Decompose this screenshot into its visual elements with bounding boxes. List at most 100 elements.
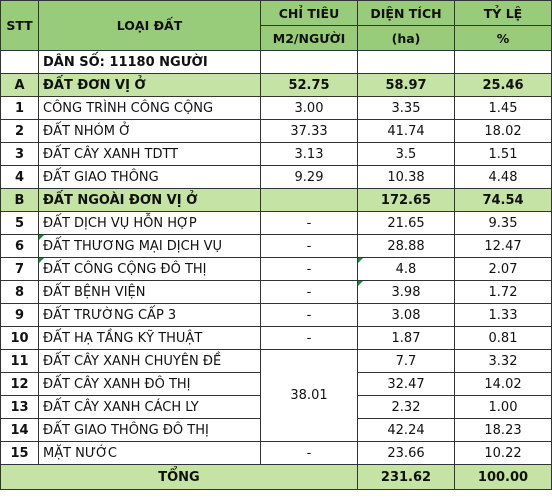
row-stt: 2 (0, 119, 39, 143)
row-ratio: 1.72 (454, 280, 552, 304)
row-ratio: 1.33 (454, 303, 552, 327)
row-ratio: 9.35 (454, 211, 552, 235)
row-quota: 9.29 (260, 165, 358, 189)
row-name: ĐẤT BỆNH VIỆN (38, 280, 261, 304)
group-name: ĐẤT NGOÀI ĐƠN VỊ Ở (38, 188, 261, 212)
row-quota: - (260, 257, 358, 281)
row-name: ĐẤT CÂY XANH CHUYÊN ĐỀ (38, 349, 261, 373)
row-ratio: 0.81 (454, 326, 552, 350)
row-quota: - (260, 441, 358, 465)
row-area: 4.8 (357, 257, 455, 281)
row-area: 28.88 (357, 234, 455, 258)
row-stt: 15 (0, 441, 39, 465)
table-row: 9 ĐẤT TRƯỜNG CẤP 3 - 3.08 1.33 (0, 303, 552, 327)
land-use-table: STT LOẠI ĐẤT CHỈ TIÊU DIỆN TÍCH TỶ LỆ M2… (0, 0, 552, 490)
header-area-line2: (ha) (357, 25, 455, 51)
row-stt: 10 (0, 326, 39, 350)
row-quota: 37.33 (260, 119, 358, 143)
population-label: DÂN SỐ: 11180 NGƯỜI (38, 50, 261, 74)
row-stt: 8 (0, 280, 39, 304)
group-area: 58.97 (357, 73, 455, 97)
group-name: ĐẤT ĐƠN VỊ Ở (38, 73, 261, 97)
row-ratio: 1.51 (454, 142, 552, 166)
row-area: 3.35 (357, 96, 455, 120)
row-quota: - (260, 326, 358, 350)
row-name: ĐẤT CÂY XANH CÁCH LY (38, 395, 261, 419)
row-name: ĐẤT NHÓM Ở (38, 119, 261, 143)
table-row: 2 ĐẤT NHÓM Ở 37.33 41.74 18.02 (0, 119, 552, 143)
row-quota: - (260, 303, 358, 327)
group-stt: A (0, 73, 39, 97)
row-stt: 5 (0, 211, 39, 235)
row-ratio: 10.22 (454, 441, 552, 465)
row-ratio: 4.48 (454, 165, 552, 189)
header-quota-line2: M2/NGƯỜI (260, 25, 358, 51)
row-name: ĐẤT GIAO THÔNG (38, 165, 261, 189)
row-stt: 9 (0, 303, 39, 327)
green-space-quota: 38.01 (260, 349, 358, 442)
table-row: 10 ĐẤT HẠ TẦNG KỸ THUẬT - 1.87 0.81 (0, 326, 552, 350)
row-area: 7.7 (357, 349, 455, 373)
row-ratio: 1.00 (454, 395, 552, 419)
row-area: 2.32 (357, 395, 455, 419)
header-ratio-line1: TỶ LỆ (454, 0, 552, 26)
row-area: 32.47 (357, 372, 455, 396)
group-area: 172.65 (357, 188, 455, 212)
row-area: 3.08 (357, 303, 455, 327)
table-row: 12 ĐẤT CÂY XANH ĐÔ THỊ 32.47 14.02 (0, 372, 552, 396)
row-name: ĐẤT CÂY XANH TDTT (38, 142, 261, 166)
total-area: 231.62 (357, 464, 455, 490)
header-quota-line1: CHỈ TIÊU (260, 0, 358, 26)
group-ratio: 25.46 (454, 73, 552, 97)
header-ratio-line2: % (454, 25, 552, 51)
row-area: 41.74 (357, 119, 455, 143)
row-stt: 14 (0, 418, 39, 442)
group-ratio: 74.54 (454, 188, 552, 212)
row-name: ĐẤT GIAO THÔNG ĐÔ THỊ (38, 418, 261, 442)
group-stt: B (0, 188, 39, 212)
table-row: 7 ĐẤT CÔNG CỘNG ĐÔ THỊ - 4.8 2.07 (0, 257, 552, 281)
row-stt: 4 (0, 165, 39, 189)
row-stt: 12 (0, 372, 39, 396)
row-name: MẶT NƯỚC (38, 441, 261, 465)
row-stt: 11 (0, 349, 39, 373)
row-name: ĐẤT TRƯỜNG CẤP 3 (38, 303, 261, 327)
table-row: 5 ĐẤT DỊCH VỤ HỖN HỢP - 21.65 9.35 (0, 211, 552, 235)
header-area-line1: DIỆN TÍCH (357, 0, 455, 26)
row-name: ĐẤT DỊCH VỤ HỖN HỢP (38, 211, 261, 235)
row-stt: 7 (0, 257, 39, 281)
table-row: 14 ĐẤT GIAO THÔNG ĐÔ THỊ 42.24 18.23 (0, 418, 552, 442)
total-row: TỔNG 231.62 100.00 (0, 464, 552, 490)
row-area: 23.66 (357, 441, 455, 465)
group-row-a: A ĐẤT ĐƠN VỊ Ở 52.75 58.97 25.46 (0, 73, 552, 97)
table-row: 1 CÔNG TRÌNH CÔNG CỘNG 3.00 3.35 1.45 (0, 96, 552, 120)
header-stt: STT (0, 0, 39, 51)
population-row: DÂN SỐ: 11180 NGƯỜI (0, 50, 552, 74)
row-area: 21.65 (357, 211, 455, 235)
total-ratio: 100.00 (454, 464, 552, 490)
row-ratio: 1.45 (454, 96, 552, 120)
row-area: 3.98 (357, 280, 455, 304)
row-area: 1.87 (357, 326, 455, 350)
table-row: 6 ĐẤT THƯƠNG MẠI DỊCH VỤ - 28.88 12.47 (0, 234, 552, 258)
table-row: 4 ĐẤT GIAO THÔNG 9.29 10.38 4.48 (0, 165, 552, 189)
row-quota: - (260, 280, 358, 304)
row-quota: 3.00 (260, 96, 358, 120)
row-stt: 6 (0, 234, 39, 258)
row-ratio: 2.07 (454, 257, 552, 281)
group-quota (260, 188, 358, 212)
table-row: 13 ĐẤT CÂY XANH CÁCH LY 2.32 1.00 (0, 395, 552, 419)
row-stt: 13 (0, 395, 39, 419)
row-area: 10.38 (357, 165, 455, 189)
row-area: 3.5 (357, 142, 455, 166)
row-stt: 3 (0, 142, 39, 166)
row-quota: 3.13 (260, 142, 358, 166)
total-label: TỔNG (0, 464, 358, 490)
row-ratio: 12.47 (454, 234, 552, 258)
row-ratio: 18.23 (454, 418, 552, 442)
row-name: ĐẤT THƯƠNG MẠI DỊCH VỤ (38, 234, 261, 258)
row-ratio: 14.02 (454, 372, 552, 396)
row-name: ĐẤT CÔNG CỘNG ĐÔ THỊ (38, 257, 261, 281)
row-quota: - (260, 211, 358, 235)
row-ratio: 18.02 (454, 119, 552, 143)
